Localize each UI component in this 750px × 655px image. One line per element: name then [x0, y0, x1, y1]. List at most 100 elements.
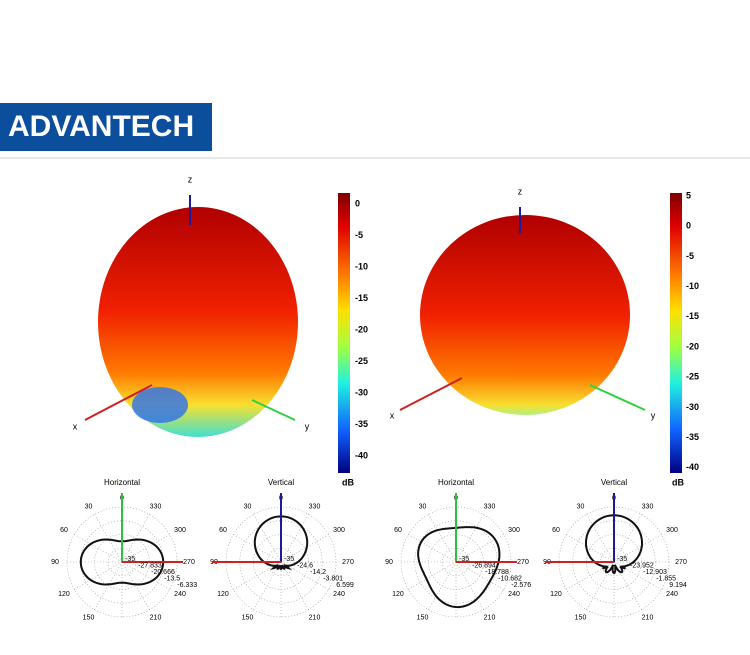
polar-spoke: [121, 514, 150, 563]
colorbar-tick: -30: [686, 402, 699, 412]
polar-angle-label: 300: [174, 527, 186, 534]
polar-spoke: [408, 561, 457, 590]
colorbar-unit: dB: [342, 477, 354, 487]
polar-ring-label: -6.333: [177, 582, 197, 589]
polar-angle-label: 270: [183, 559, 195, 566]
colorbar: [670, 193, 682, 473]
polar-spoke: [428, 514, 457, 563]
polar-spoke: [74, 534, 123, 563]
polar-angle-label: 60: [394, 527, 402, 534]
colorbar-tick: -5: [355, 230, 363, 240]
polar-spoke: [280, 514, 309, 563]
colorbar-unit: dB: [672, 477, 684, 487]
colorbar-tick: -10: [686, 281, 699, 291]
polar-angle-label: 60: [219, 527, 227, 534]
polar-spoke: [613, 514, 642, 563]
polar-angle-label: 240: [333, 591, 345, 598]
colorbar-tick: -25: [355, 356, 368, 366]
polar-spoke: [94, 514, 123, 563]
polar-angle-label: 330: [642, 503, 654, 510]
polar-angle-label: 90: [51, 559, 59, 566]
colorbar-tick: -25: [686, 372, 699, 382]
polar-angle-label: 270: [342, 559, 354, 566]
polar-spoke: [74, 561, 123, 590]
polar-angle-label: 30: [244, 503, 252, 510]
colorbar-tick: -40: [686, 462, 699, 472]
polar-title: Horizontal: [438, 478, 474, 487]
colorbar-tick: -20: [686, 341, 699, 351]
polar-spoke: [121, 561, 150, 610]
y-axis: [589, 384, 646, 411]
polar-angle-label: 120: [58, 591, 70, 598]
polar-spoke: [586, 514, 615, 563]
polar-spoke: [253, 561, 282, 610]
polar-angle-label: 150: [242, 614, 254, 621]
polar-ring-label: -27.833: [138, 562, 162, 569]
polar-angle-label: 330: [150, 503, 162, 510]
polar-angle-label: 90: [385, 559, 393, 566]
polar-angle-label: 300: [666, 527, 678, 534]
polar-ring-label: -10.682: [498, 575, 522, 582]
polar-spoke: [121, 561, 170, 590]
polar-angle-label: 120: [392, 591, 404, 598]
polar-spoke: [613, 534, 662, 563]
polar-angle-label: 210: [642, 614, 654, 621]
colorbar-tick: -15: [355, 293, 368, 303]
colorbar-tick: -35: [686, 432, 699, 442]
polar-spoke: [233, 534, 282, 563]
polar-title: Vertical: [601, 478, 627, 487]
colorbar-tick: -15: [686, 311, 699, 321]
colorbar-tick: -40: [355, 450, 368, 460]
axis-label: y: [651, 410, 656, 420]
polar-spoke: [408, 534, 457, 563]
polar-pattern: [417, 526, 501, 609]
polar-spoke: [280, 534, 329, 563]
polar-ring-label: -14.2: [310, 569, 326, 576]
polar-angle-label: 270: [517, 559, 529, 566]
axis-label: z: [188, 174, 193, 184]
colorbar-tick: 0: [686, 221, 691, 231]
polar-angle-label: 240: [508, 591, 520, 598]
colorbar-tick: -10: [355, 261, 368, 271]
pattern-3d: [420, 215, 630, 415]
polar-spoke: [455, 514, 484, 563]
polar-angle-label: 300: [333, 527, 345, 534]
polar-ring-label: -35: [459, 556, 469, 563]
polar-angle-label: 240: [666, 591, 678, 598]
polar-angle-label: 150: [575, 614, 587, 621]
polar-ring-label: -35: [617, 556, 627, 563]
x-axis: [399, 377, 463, 411]
axis-label: x: [73, 421, 78, 431]
polar-spoke: [121, 534, 170, 563]
colorbar-tick: -35: [355, 419, 368, 429]
polar-ring-label: -18.788: [485, 569, 509, 576]
polar-angle-label: 270: [675, 559, 687, 566]
polar-ring-label: 6.599: [336, 582, 354, 589]
polar-ring-label: -35: [284, 556, 294, 563]
polar-ring-label: -1.855: [656, 575, 676, 582]
colorbar: [338, 193, 350, 473]
colorbar-tick: -5: [686, 251, 694, 261]
polar-spoke: [455, 561, 484, 610]
colorbar-tick: 0: [355, 198, 360, 208]
polar-ring-label: -20.666: [151, 569, 175, 576]
polar-ring-label: -12.903: [643, 569, 667, 576]
x-axis: [84, 384, 153, 421]
polar-angle-label: 300: [508, 527, 520, 534]
polar-spoke: [94, 561, 123, 610]
polar-angle-label: 330: [309, 503, 321, 510]
polar-spoke: [428, 561, 457, 610]
colorbar-tick: 5: [686, 190, 691, 200]
polar-spoke: [566, 534, 615, 563]
polar-angle-label: 30: [577, 503, 585, 510]
polar-angle-label: 30: [419, 503, 427, 510]
colorbar-tick: -30: [355, 387, 368, 397]
polar-spoke: [253, 514, 282, 563]
polar-angle-label: 30: [85, 503, 93, 510]
axis-label: z: [518, 186, 523, 196]
polar-spoke: [455, 561, 504, 590]
polar-angle-label: 120: [550, 591, 562, 598]
polar-angle-label: 120: [217, 591, 229, 598]
polar-angle-label: 150: [83, 614, 95, 621]
